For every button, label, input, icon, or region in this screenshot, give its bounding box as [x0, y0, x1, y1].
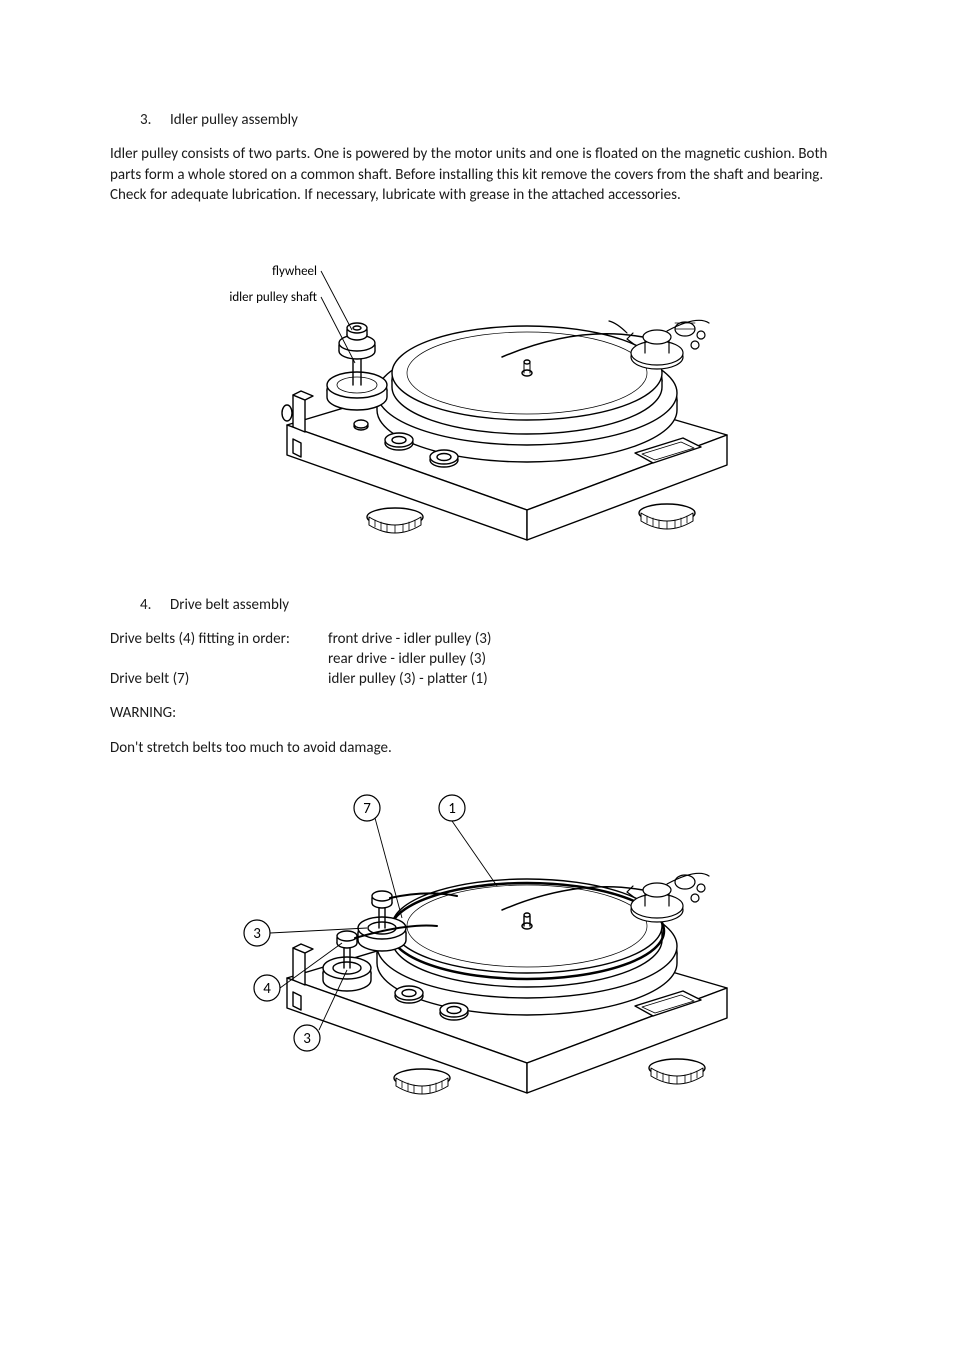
figure-idler-pulley: flywheel idler pulley shaft — [110, 235, 844, 555]
belt-fitting-table: Drive belts (4) fitting in order: Drive … — [110, 629, 844, 689]
belts4-line1: front drive - idler pulley (3) — [328, 629, 844, 649]
fig3-label-shaft: idler pulley shaft — [229, 290, 317, 305]
fig4-callout-3a: 3 — [253, 925, 261, 943]
warning-heading: WARNING: — [110, 703, 844, 723]
fig4-callout-4: 4 — [263, 980, 271, 998]
section-3-number: 3. — [140, 110, 170, 130]
section-4-title: Drive belt assembly — [170, 595, 289, 615]
belt7-label: Drive belt (7) — [110, 669, 328, 689]
fig4-callout-7: 7 — [363, 800, 371, 818]
fig4-callout-3b: 3 — [303, 1030, 311, 1048]
belts4-label: Drive belts (4) fitting in order: — [110, 629, 328, 649]
section-4-number: 4. — [140, 595, 170, 615]
section-3-body: Idler pulley consists of two parts. One … — [110, 144, 844, 205]
section-3-heading: 3. Idler pulley assembly — [110, 110, 844, 130]
fig4-callout-1: 1 — [448, 800, 456, 818]
fig3-label-flywheel: flywheel — [272, 264, 317, 279]
belts4-line2: rear drive - idler pulley (3) — [328, 649, 844, 669]
belt7-line: idler pulley (3) - platter (1) — [328, 669, 844, 689]
figure-drive-belt: 7 1 3 4 3 — [110, 778, 844, 1118]
section-3-title: Idler pulley assembly — [170, 110, 298, 130]
section-4-heading: 4. Drive belt assembly — [110, 595, 844, 615]
warning-body: Don't stretch belts too much to avoid da… — [110, 738, 844, 758]
